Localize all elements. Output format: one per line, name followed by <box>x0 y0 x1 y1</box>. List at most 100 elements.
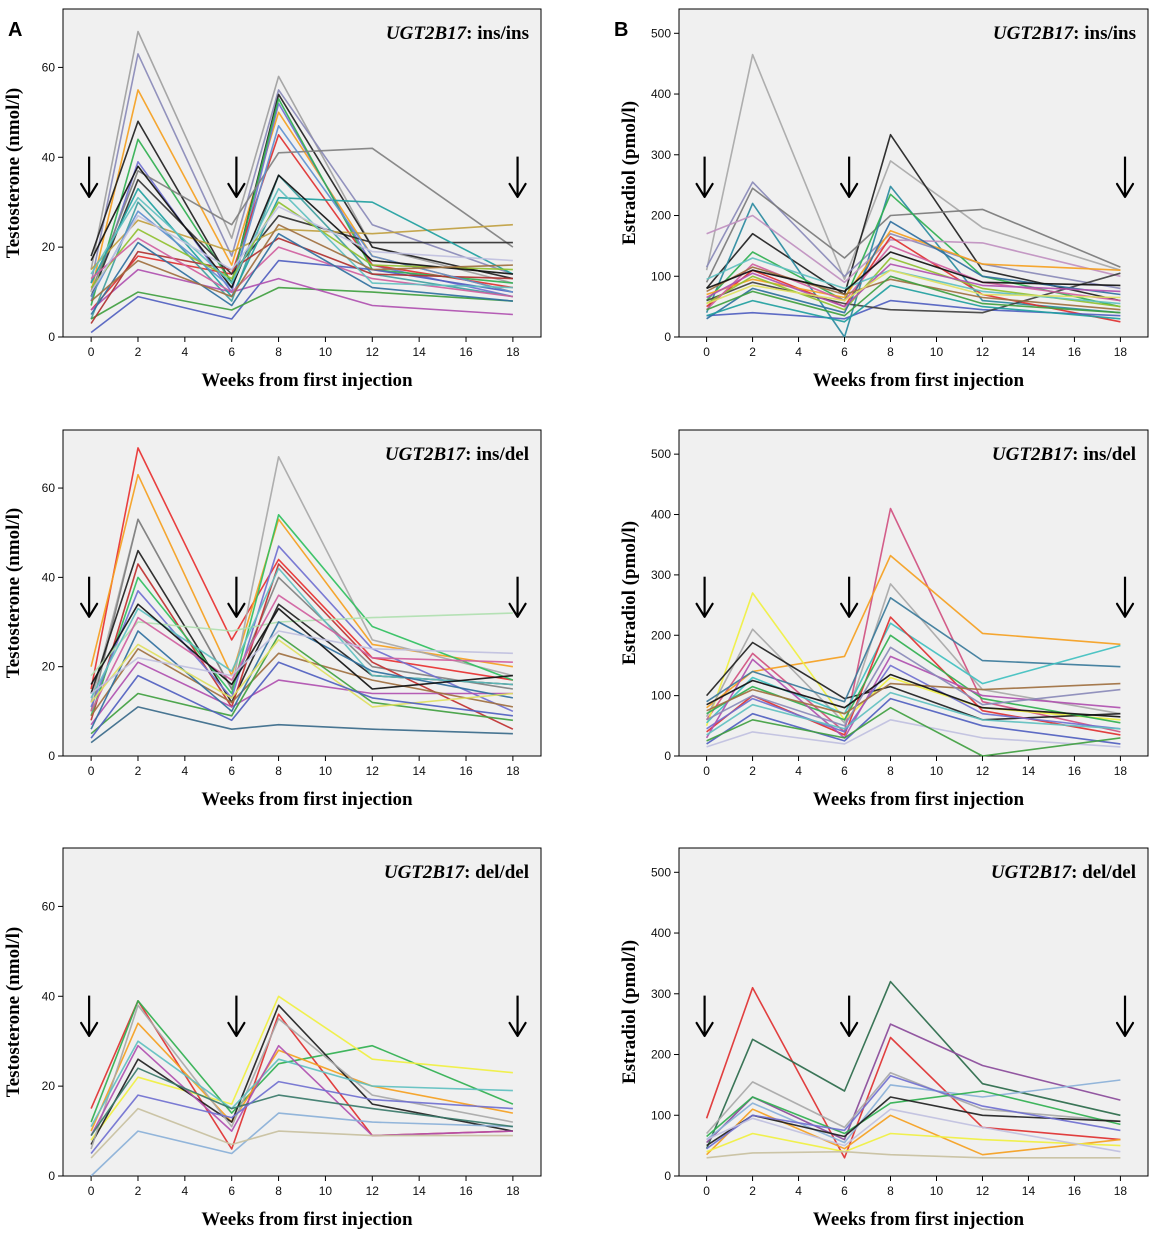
series-line-s2 <box>90 473 514 677</box>
x-tick-label-14: 14 <box>412 764 426 778</box>
series-line-s6 <box>706 193 1121 308</box>
series-line-s14 <box>706 257 1121 305</box>
series-line-s9 <box>90 178 513 297</box>
series-line-s7 <box>90 98 513 306</box>
x-tick-label-4: 4 <box>795 345 802 359</box>
genotype-title: UGT2B17: del/del <box>384 862 529 883</box>
series-line-s19 <box>90 630 513 695</box>
x-tick-label-0: 0 <box>703 1184 710 1198</box>
series-group <box>705 980 1121 1159</box>
arrow-head <box>695 1021 714 1038</box>
series-line-s15 <box>706 691 1121 736</box>
y-tick-label-500: 500 <box>651 26 671 40</box>
arrow-head <box>80 182 99 199</box>
series-line-s9 <box>90 1112 513 1177</box>
x-tick-label-0: 0 <box>703 345 710 359</box>
x-tick-label-16: 16 <box>1068 1184 1082 1198</box>
series-line-s13 <box>706 697 1121 745</box>
x-axis-title: Weeks from first injection <box>201 1209 413 1230</box>
genotype-status: : ins/ins <box>1073 23 1136 44</box>
x-tick-label-10: 10 <box>319 345 333 359</box>
y-tick-label-0: 0 <box>664 1169 671 1183</box>
y-tick-label-400: 400 <box>651 508 671 522</box>
arrow-head <box>80 1021 99 1038</box>
series-line-s11 <box>90 661 513 726</box>
arrow-head <box>227 182 246 199</box>
y-tick-label-300: 300 <box>651 987 671 1001</box>
series-line-s11 <box>90 1067 514 1137</box>
x-tick-label-8: 8 <box>887 1184 894 1198</box>
series-line-s16 <box>90 237 513 324</box>
injection-arrow-icon <box>840 156 859 199</box>
x-tick-label-18: 18 <box>506 345 520 359</box>
y-tick-label-300: 300 <box>651 148 671 162</box>
y-axis-title: Estradiol (pmol/l) <box>619 521 640 665</box>
series-line-s3 <box>705 181 1121 290</box>
genotype-gene: UGT2B17 <box>386 23 468 44</box>
injection-arrow-icon <box>80 156 99 199</box>
injection-arrow-icon <box>695 995 714 1038</box>
series-line-s7 <box>706 1108 1121 1156</box>
x-tick-label-18: 18 <box>1114 1184 1128 1198</box>
series-line-s23 <box>90 223 513 302</box>
x-axis-title: Weeks from first injection <box>813 789 1025 810</box>
x-tick-label-18: 18 <box>506 764 520 778</box>
y-tick-label-40: 40 <box>42 150 56 164</box>
series-line-s18 <box>90 201 513 289</box>
y-tick-label-0: 0 <box>48 1169 55 1183</box>
y-tick-label-100: 100 <box>651 269 671 283</box>
y-tick-label-0: 0 <box>664 330 671 344</box>
y-axis-title: Testosterone (nmol/l) <box>3 88 24 258</box>
x-tick-label-18: 18 <box>1114 345 1128 359</box>
series-line-s7 <box>90 1040 513 1127</box>
y-tick-label-20: 20 <box>42 240 56 254</box>
x-tick-label-6: 6 <box>228 764 235 778</box>
y-tick-label-400: 400 <box>651 926 671 940</box>
genotype-gene: UGT2B17 <box>384 862 466 883</box>
x-tick-label-2: 2 <box>749 764 756 778</box>
series-line-s12 <box>706 1108 1121 1153</box>
series-line-s6 <box>706 596 1121 703</box>
y-tick-label-500: 500 <box>651 865 671 879</box>
series-line-s7 <box>706 214 1121 284</box>
x-tick-label-8: 8 <box>275 764 282 778</box>
x-tick-label-18: 18 <box>506 1184 520 1198</box>
injection-arrow-icon <box>508 995 527 1038</box>
x-tick-label-14: 14 <box>412 345 426 359</box>
panel-letter-b: B <box>614 19 628 41</box>
series-line-s5 <box>706 1079 1121 1144</box>
series-line-s9 <box>90 706 513 744</box>
series-line-s6 <box>90 1004 514 1150</box>
chart-b-0: 0 2 4 6 8 10 12 14 16 18 0 100 200 300 400 500 Weeks fro… <box>619 8 1149 391</box>
series-line-s18 <box>706 251 1121 293</box>
y-tick-label-0: 0 <box>48 749 55 763</box>
plot-area <box>678 429 1149 757</box>
genotype-gene: UGT2B17 <box>993 23 1075 44</box>
series-line-s11 <box>706 1075 1121 1150</box>
plot-area <box>62 429 542 757</box>
series-group <box>90 30 514 334</box>
genotype-gene: UGT2B17 <box>385 444 467 465</box>
series-line-s1 <box>705 53 1121 281</box>
x-tick-label-4: 4 <box>181 1184 188 1198</box>
injection-arrow-icon <box>1115 156 1135 199</box>
arrow-head <box>1115 602 1135 618</box>
series-line-s14 <box>706 718 1121 748</box>
series-line-s17 <box>90 603 513 690</box>
series-line-s20 <box>90 661 514 739</box>
x-tick-label-10: 10 <box>930 345 944 359</box>
plot-area <box>678 847 1149 1177</box>
x-tick-label-14: 14 <box>412 1184 426 1198</box>
series-line-s20 <box>706 269 1121 305</box>
series-line-s1 <box>705 507 1121 733</box>
chart-b-2: 0 2 4 6 8 10 12 14 16 18 0 100 200 300 400 500 Weeks fro… <box>619 847 1149 1230</box>
series-line-s18 <box>90 639 513 708</box>
x-tick-label-10: 10 <box>319 764 333 778</box>
series-line-s10 <box>90 1107 513 1159</box>
genotype-title: UGT2B17: ins/ins <box>993 23 1136 44</box>
x-tick-label-10: 10 <box>930 1184 944 1198</box>
plot-area <box>678 8 1149 338</box>
genotype-status: : ins/del <box>465 444 529 465</box>
y-tick-label-500: 500 <box>651 447 671 461</box>
genotype-title: UGT2B17: ins/del <box>385 444 529 465</box>
